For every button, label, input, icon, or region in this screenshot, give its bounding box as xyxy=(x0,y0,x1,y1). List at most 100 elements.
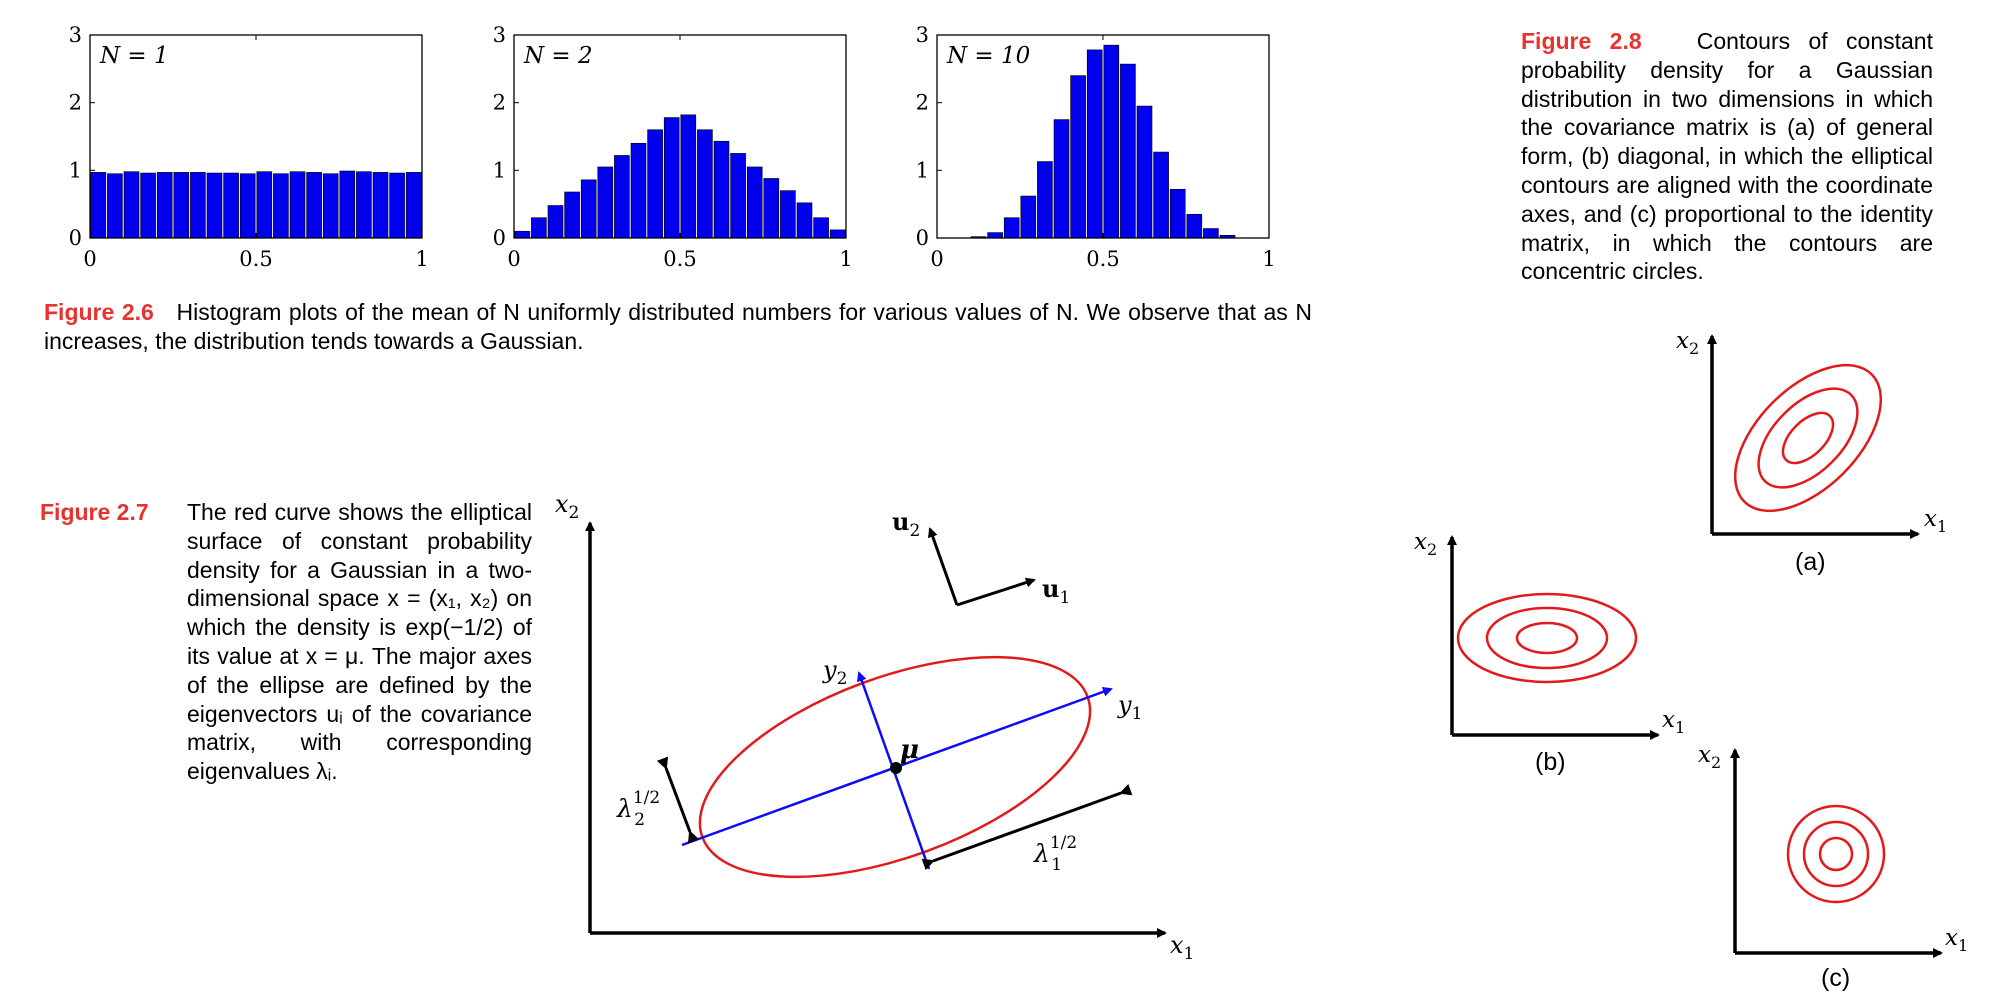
x-tick-label: 1 xyxy=(1262,247,1275,271)
figure-2-8-label: Figure 2.8 xyxy=(1521,28,1642,54)
y-tick-label: 0 xyxy=(916,226,929,250)
panel-c-x1-label: x1 xyxy=(1945,925,1968,955)
histogram-bar xyxy=(140,172,156,239)
histogram-bar xyxy=(107,173,123,239)
u1-label: u1 xyxy=(1042,574,1070,608)
histogram-bar xyxy=(746,166,763,239)
panel-c-x2-label: x2 xyxy=(1698,742,1721,772)
histogram-bar xyxy=(813,217,829,239)
x-tick-label: 1 xyxy=(415,247,428,271)
histogram-bar xyxy=(1037,161,1053,239)
panel-a-x2-label: x2 xyxy=(1676,328,1699,358)
figure-2-6-caption: Figure 2.6 Histogram plots of the mean o… xyxy=(44,298,1312,356)
histogram-bar xyxy=(514,230,531,239)
mu-label: μ xyxy=(900,735,919,765)
u2-label: u2 xyxy=(892,507,920,541)
panel-b-tag: (b) xyxy=(1535,748,1566,776)
panel-label: N = 2 xyxy=(523,43,593,69)
histogram-bar xyxy=(697,129,713,239)
panel-b-x1-label: x1 xyxy=(1662,707,1685,737)
y2-label: y2 xyxy=(822,656,847,689)
panel-c-contour-outer xyxy=(1786,804,1886,904)
histogram-bar xyxy=(1003,217,1020,239)
histogram-bar xyxy=(372,172,389,239)
panel-b-x2-label: x2 xyxy=(1414,529,1437,559)
histogram-bar xyxy=(322,173,339,239)
contour-panel-c: x1 x2 xyxy=(1698,742,1968,958)
figure-2-6-label: Figure 2.6 xyxy=(44,299,154,325)
histogram-bar xyxy=(256,171,273,239)
histogram-bar xyxy=(547,205,564,239)
histogram-bar xyxy=(190,172,206,239)
x2-label: x2 xyxy=(555,490,579,523)
y-tick-label: 1 xyxy=(493,158,506,182)
lambda1-label: λ1/2 1 xyxy=(1033,833,1077,875)
histogram-bar xyxy=(223,172,239,239)
y-tick-label: 0 xyxy=(493,226,506,250)
figure-2-8-text: Contours of constant probability density… xyxy=(1521,28,1933,285)
histogram-bar xyxy=(663,117,680,239)
panel-c-contour-middle xyxy=(1802,820,1870,888)
histogram-panels: 0 1 2 3 0 0.5 1 N = 1 0 1 2 3 0 0.5 1 N = 2 0 1 2 3 0 0.5 1 N… xyxy=(69,23,1276,271)
histogram-bar xyxy=(273,173,289,239)
histogram-bar xyxy=(239,173,256,239)
histogram-bar xyxy=(90,172,107,239)
panel-a-contour-inner xyxy=(1781,411,1835,465)
y-tick-label: 2 xyxy=(916,91,929,115)
histogram-bar xyxy=(339,170,356,239)
histogram-bar xyxy=(796,202,813,239)
histogram-bar xyxy=(713,140,730,239)
panel-a-x1-label: x1 xyxy=(1924,506,1947,536)
figure-2-7-label-block: Figure 2.7 xyxy=(40,498,170,527)
histogram-bar xyxy=(1186,214,1203,239)
histogram-bar xyxy=(680,114,697,239)
histogram-bar xyxy=(1020,195,1037,239)
y-tick-label: 1 xyxy=(916,158,929,182)
u2-vector xyxy=(927,527,959,606)
panel-c-contour-inner xyxy=(1818,836,1854,872)
histogram-bar xyxy=(1086,49,1103,239)
x-tick-label: 0 xyxy=(930,247,943,271)
panel-c-tag: (c) xyxy=(1821,964,1851,992)
histogram-bar xyxy=(306,172,322,239)
histogram-bar xyxy=(1120,63,1136,239)
x-tick-label: 0 xyxy=(507,247,520,271)
histogram-bar xyxy=(405,172,422,239)
y-tick-label: 3 xyxy=(916,23,929,47)
histogram-bar xyxy=(1153,151,1169,239)
figure-2-7-text: The red curve shows the elliptical surfa… xyxy=(187,499,532,785)
histogram-bar xyxy=(206,172,223,239)
x-tick-label: 0.5 xyxy=(663,247,696,271)
histogram-bar xyxy=(123,171,140,239)
histogram-bar xyxy=(356,171,372,239)
y-tick-label: 3 xyxy=(493,23,506,47)
histogram-bar xyxy=(289,171,306,239)
x-tick-label: 0 xyxy=(83,247,96,271)
y1-label: y1 xyxy=(1117,691,1142,724)
x-tick-label: 0.5 xyxy=(239,247,272,271)
y-tick-label: 3 xyxy=(69,23,82,47)
histogram-bar xyxy=(564,191,580,239)
mean-point xyxy=(890,762,902,774)
x-tick-label: 1 xyxy=(839,247,852,271)
figure-2-7-diagram: x1 x2 μ y1 y2 u1 u2 λ1/2 1 λ1/2 2 xyxy=(555,490,1194,964)
lambda2-label: λ1/2 2 xyxy=(616,788,660,830)
x-tick-label: 0.5 xyxy=(1086,247,1119,271)
x1-label: x1 xyxy=(1170,931,1194,964)
histogram-bar xyxy=(647,129,663,239)
histogram-bar xyxy=(829,229,846,239)
histogram-bar xyxy=(1136,105,1153,239)
panel-a-contour-middle xyxy=(1757,387,1859,489)
histogram-bar xyxy=(1169,188,1186,239)
figure-2-6-text: Histogram plots of the mean of N uniform… xyxy=(44,299,1312,354)
panel-a-contour-outer xyxy=(1733,363,1883,513)
histogram-bar xyxy=(614,155,630,239)
lambda1-arrow xyxy=(921,783,1133,871)
y-tick-label: 0 xyxy=(69,226,82,250)
histogram-bar xyxy=(1203,228,1219,239)
figure-2-7-label: Figure 2.7 xyxy=(40,499,149,525)
contour-panel-b: x1 x2 xyxy=(1414,529,1685,740)
histogram-bar xyxy=(1053,119,1070,239)
panel-label: N = 10 xyxy=(946,43,1030,69)
